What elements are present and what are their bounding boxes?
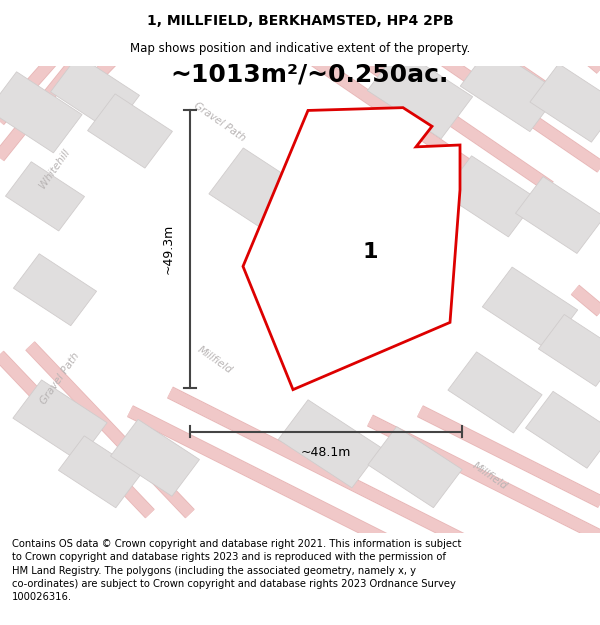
Polygon shape	[368, 427, 462, 508]
Text: 1: 1	[362, 242, 378, 262]
Polygon shape	[460, 46, 560, 132]
Text: Whitehill: Whitehill	[38, 147, 72, 190]
Text: Gravel Path: Gravel Path	[38, 351, 82, 406]
Polygon shape	[526, 391, 600, 468]
Polygon shape	[13, 254, 97, 326]
Text: Gravel Path: Gravel Path	[193, 100, 248, 143]
Polygon shape	[50, 55, 139, 132]
Polygon shape	[209, 148, 321, 245]
Text: ~1013m²/~0.250ac.: ~1013m²/~0.250ac.	[171, 63, 449, 87]
Polygon shape	[482, 267, 578, 350]
Polygon shape	[515, 177, 600, 254]
Polygon shape	[292, 201, 389, 286]
Text: Contains OS data © Crown copyright and database right 2021. This information is : Contains OS data © Crown copyright and d…	[12, 539, 461, 602]
Polygon shape	[110, 419, 199, 496]
Text: 1, MILLFIELD, BERKHAMSTED, HP4 2PB: 1, MILLFIELD, BERKHAMSTED, HP4 2PB	[146, 14, 454, 28]
Polygon shape	[530, 64, 600, 142]
Polygon shape	[0, 72, 82, 153]
Polygon shape	[13, 380, 107, 461]
Text: Millfield: Millfield	[471, 461, 509, 492]
Polygon shape	[443, 156, 537, 237]
Polygon shape	[448, 352, 542, 433]
Polygon shape	[5, 162, 85, 231]
Text: ~48.1m: ~48.1m	[301, 446, 351, 459]
Polygon shape	[278, 400, 382, 488]
Polygon shape	[325, 259, 416, 339]
Polygon shape	[88, 94, 172, 168]
Polygon shape	[58, 436, 142, 508]
Polygon shape	[538, 314, 600, 386]
Polygon shape	[367, 49, 473, 139]
Text: ~49.3m: ~49.3m	[161, 224, 175, 274]
Polygon shape	[243, 107, 460, 389]
Text: Map shows position and indicative extent of the property.: Map shows position and indicative extent…	[130, 42, 470, 54]
Text: Millfield: Millfield	[196, 344, 234, 376]
